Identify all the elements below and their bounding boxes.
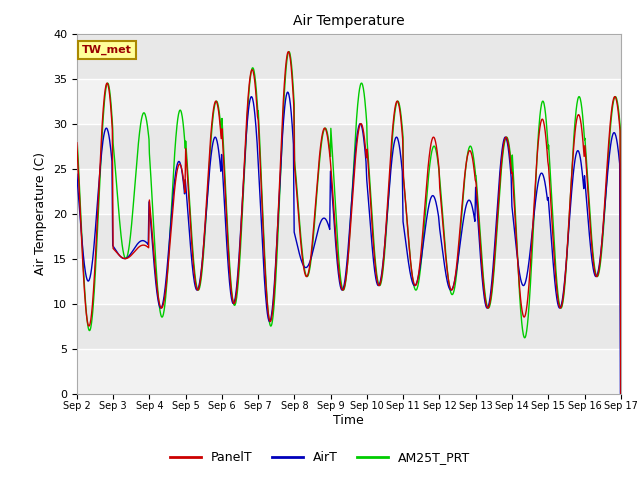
AM25T_PRT — [180, 136, 188, 142]
Line: AM25T_PRT: AM25T_PRT — [77, 52, 621, 394]
AM25T_PRT — [73, 131, 81, 137]
PanelT — [285, 49, 292, 55]
AM25T_PRT — [505, 139, 513, 145]
Bar — [77, 348, 621, 394]
AirT — [553, 294, 561, 300]
Text: TW_met: TW_met — [82, 44, 132, 55]
AM25T_PRT — [434, 156, 442, 161]
PanelT — [194, 287, 202, 293]
Title: Air Temperature: Air Temperature — [293, 14, 404, 28]
Bar — [77, 259, 621, 303]
AM25T_PRT — [553, 276, 561, 281]
Line: PanelT: PanelT — [77, 52, 621, 394]
AirT — [434, 207, 442, 213]
Legend: PanelT, AirT, AM25T_PRT: PanelT, AirT, AM25T_PRT — [165, 446, 475, 469]
AM25T_PRT — [617, 391, 625, 396]
Bar — [77, 168, 621, 214]
Y-axis label: Air Temperature (C): Air Temperature (C) — [35, 152, 47, 275]
AirT — [180, 191, 188, 197]
AirT — [255, 168, 262, 174]
AirT — [505, 147, 513, 153]
PanelT — [73, 140, 81, 145]
PanelT — [434, 151, 442, 157]
PanelT — [255, 125, 262, 131]
AirT — [284, 89, 292, 95]
Line: AirT: AirT — [77, 92, 621, 394]
PanelT — [505, 142, 513, 148]
AirT — [73, 171, 81, 177]
AirT — [616, 391, 624, 396]
AirT — [617, 391, 625, 396]
AirT — [194, 287, 202, 292]
AM25T_PRT — [194, 287, 202, 293]
Bar — [77, 79, 621, 123]
AM25T_PRT — [255, 115, 262, 121]
PanelT — [180, 186, 188, 192]
PanelT — [553, 284, 561, 290]
X-axis label: Time: Time — [333, 414, 364, 427]
AM25T_PRT — [285, 49, 292, 55]
PanelT — [617, 391, 625, 396]
